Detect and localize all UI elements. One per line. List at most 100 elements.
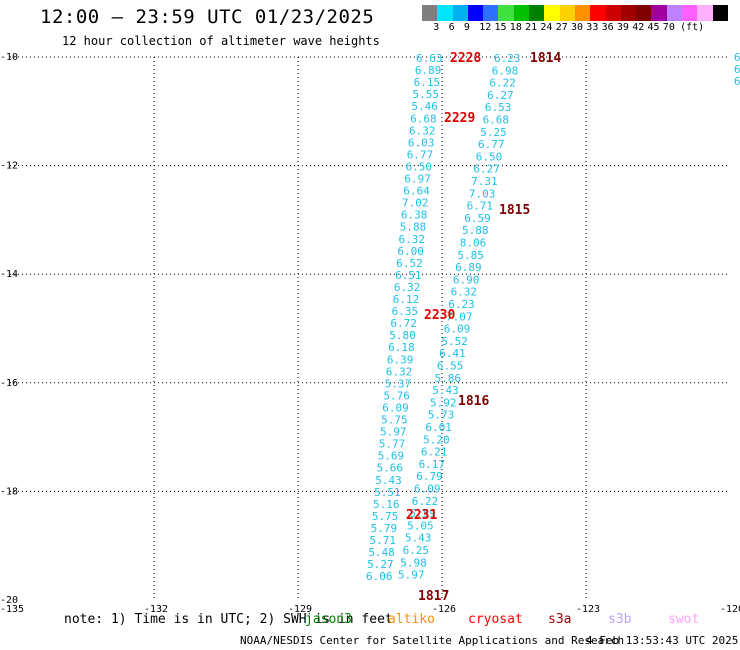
wave-height-value: 6.59 [464, 212, 491, 225]
wave-height-value: 5.75 [381, 414, 408, 427]
wave-height-value: 6.50 [476, 150, 503, 163]
colorbar-swatch [651, 5, 667, 21]
wave-height-value: 6.35 [392, 305, 419, 318]
wave-height-value: 6.09 [382, 401, 409, 414]
wave-height-value: 7.02 [402, 197, 429, 210]
wave-height-value: 5.79 [371, 522, 398, 535]
wave-height-value: 6.01 [425, 421, 452, 434]
wave-height-value: 6.25 [403, 544, 430, 557]
x-axis-label: -126 [432, 604, 456, 615]
wave-height-value: 5.98 [400, 556, 427, 569]
wave-height-value: 6.77 [478, 138, 505, 151]
wave-height-value: 5.88 [400, 221, 427, 234]
colorbar-swatch [682, 5, 698, 21]
wave-height-value: 8.06 [460, 237, 487, 250]
satellite-legend-item: swot [668, 612, 700, 627]
wave-height-value: 5.71 [369, 534, 396, 547]
wave-height-value: 6.18 [388, 341, 415, 354]
wave-height-value: 6.51 [395, 269, 422, 282]
wave-height-value: 6.71 [467, 200, 494, 213]
satellite-legend-item: cryosat [468, 612, 523, 627]
colorbar-label: 6 [448, 22, 455, 33]
wave-height-value: 7.07 [446, 310, 473, 323]
wave-height-value: 6.17 [419, 458, 446, 471]
colorbar-label: 27 [555, 22, 568, 33]
y-axis-label: -10 [0, 52, 18, 63]
y-axis-label: -16 [0, 378, 18, 389]
colorbar-swatch [574, 5, 591, 21]
wave-height-value: 6.15 [414, 76, 441, 89]
wave-height-value: 5.48 [368, 546, 395, 559]
colorbar-swatch [544, 5, 560, 21]
wave-height-value: 6 [734, 51, 740, 64]
wave-height-value: 5.46 [411, 100, 438, 113]
wave-height-value: 6.22 [412, 495, 439, 508]
pass-time-label: 2231 [406, 508, 437, 523]
colorbar-label: 12 [479, 22, 492, 33]
wave-height-value: 6 [734, 63, 740, 76]
colorbar-label: 24 [540, 22, 553, 33]
wave-height-value: 5.27 [367, 558, 394, 571]
colorbar-label: 45 [647, 22, 660, 33]
y-axis-label: -18 [0, 486, 18, 497]
wave-height-value: 5.59 [409, 507, 436, 520]
colorbar-swatch [697, 5, 713, 21]
y-axis-label: -12 [0, 161, 18, 172]
x-axis-label: -120 [720, 604, 740, 615]
pass-time-label: 2229 [444, 111, 475, 126]
wave-height-value: 6.55 [437, 360, 464, 373]
colorbar-label: 3 [433, 22, 440, 33]
colorbar-swatch [437, 5, 453, 21]
wave-height-value: 6.64 [403, 185, 430, 198]
wave-height-value: 6.32 [451, 286, 478, 299]
colorbar-swatch [590, 5, 606, 21]
map-plot-area: -10 -12 -14 -16 -18 -20-135 -132 -129 -126 -123 -1… [0, 51, 740, 615]
colorbar-swatch [605, 5, 621, 21]
colorbar-swatch [666, 5, 683, 21]
colorbar-swatch [636, 5, 652, 21]
wave-height-value: 6.98 [492, 64, 519, 77]
wave-height-value: 6.97 [404, 173, 431, 186]
wave-height-value: 7.03 [469, 187, 496, 200]
pass-time-label: 1815 [499, 203, 530, 218]
colorbar-label: 15 [494, 22, 507, 33]
colorbar-swatch [513, 5, 530, 21]
pass-time-label: 1814 [530, 51, 561, 66]
wave-height-value: 6.89 [415, 64, 442, 77]
wave-height-value: 5.97 [398, 569, 425, 582]
wave-height-value: 6.32 [386, 365, 413, 378]
colorbar-swatch [712, 5, 728, 21]
wave-height-value: 6.27 [473, 163, 500, 176]
wave-height-value: 6.68 [483, 114, 510, 127]
wave-height-value: 5.77 [379, 438, 406, 451]
satellite-legend-item: s3a [548, 612, 572, 627]
map-title: 12:00 – 23:59 UTC 01/23/2025 [40, 6, 375, 28]
wave-height-value: 6.90 [453, 273, 480, 286]
colorbar-label: 33 [586, 22, 599, 33]
wave-height-value: 6.68 [410, 112, 437, 125]
wave-height-value: 5.20 [423, 433, 450, 446]
wave-height-value: 5.05 [407, 519, 434, 532]
colorbar-label: 42 [632, 22, 645, 33]
colorbar-legend [422, 5, 728, 21]
wave-height-value: 5.52 [441, 335, 468, 348]
wave-height-value: 5.76 [383, 389, 410, 402]
colorbar-swatch [620, 5, 637, 21]
wave-height-value: 6.06 [366, 570, 393, 583]
wave-height-value: 6.50 [406, 160, 433, 173]
colorbar-swatch [559, 5, 575, 21]
colorbar-swatch [422, 5, 438, 21]
wave-height-value: 6.52 [396, 257, 423, 270]
wave-height-value: 6.09 [414, 483, 441, 496]
wave-height-value: 6.00 [397, 245, 424, 258]
footer-timestamp: 4 Feb 13:53:43 UTC 2025 [586, 634, 739, 647]
x-axis-label: -123 [576, 604, 600, 615]
wave-height-value: 6.32 [399, 233, 426, 246]
wave-height-value: 5.43 [375, 474, 402, 487]
x-axis-label: -135 [0, 604, 24, 615]
wave-height-value: 6.27 [487, 89, 513, 102]
wave-height-value: 5.75 [372, 510, 399, 523]
wave-height-value: 6 [734, 75, 740, 88]
wave-height-value: 6.41 [439, 347, 466, 360]
wave-height-value: 6.77 [407, 148, 434, 161]
